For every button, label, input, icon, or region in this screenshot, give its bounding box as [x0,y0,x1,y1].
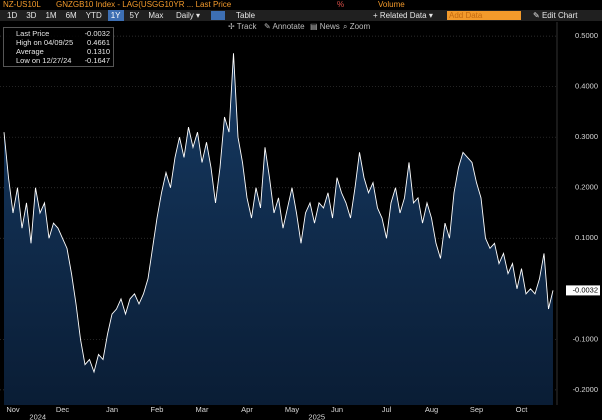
x-tick-label: Sep [470,405,483,414]
edit-chart[interactable]: ✎ Edit Chart [533,11,578,20]
news[interactable]: ▤ News [310,22,340,31]
stat-label: Average [16,47,44,56]
x-tick-label: Feb [151,405,164,414]
unit: % [337,0,345,9]
range-button[interactable]: 1M [45,11,57,20]
stat-row: Low on 12/27/24 -0.1647 [4,56,113,65]
stat-row: High on 04/09/25 0.4661 [4,38,113,47]
add-data-input[interactable]: Add Data [447,11,521,20]
range-button[interactable]: 1Y [107,10,124,21]
y-tick-label: 0.5000 [575,31,598,40]
related-data[interactable]: + Related Data ▾ [373,11,433,20]
frequency-label[interactable]: Daily [176,11,194,20]
range-button[interactable]: 6M [65,11,77,20]
y-tick-label: 0.1000 [575,233,598,242]
x-tick-label: Apr [241,405,253,414]
last-price-label: -0.0032 [573,285,598,294]
x-tick-label: Nov [6,405,20,414]
stat-value: -0.0032 [84,29,110,38]
price-line [3,53,554,374]
track[interactable]: ✢ Track [228,22,257,31]
area-fill [4,53,553,405]
range-button[interactable]: Max [148,11,164,20]
annotate[interactable]: ✎ Annotate [264,22,305,31]
y-tick-label: 0.3000 [575,132,598,141]
range-button[interactable]: YTD [85,11,102,20]
x-tick-label: Oct [516,405,529,414]
title-bar: NZ-US10L GNZGB10 Index - LAG(USGG10YR ..… [0,0,602,10]
stat-value: 0.4661 [87,38,110,47]
y-tick-label: -0.2000 [573,385,598,394]
tool-label[interactable]: Zoom [349,22,371,31]
stat-label: Low on 12/27/24 [16,56,72,65]
last-price-tag [566,285,600,296]
tool-label[interactable]: Track [236,22,257,31]
frequency[interactable]: Daily ▾ [176,11,201,20]
x-tick-label: Mar [196,405,209,414]
security[interactable]: NZ-US10L [3,0,41,9]
range-button[interactable]: 3D [26,11,37,20]
x-group-label: 2025 [308,412,325,420]
description[interactable]: GNZGB10 Index - LAG(USGG10YR ... Last Pr… [56,0,232,9]
x-tick-label: Jan [106,405,118,414]
y-tick-label: 0.4000 [575,82,598,91]
y-tick-label: 0.2000 [575,183,598,192]
stat-value: 0.1310 [87,47,110,56]
stat-value: -0.1647 [84,56,110,65]
stat-row: Last Price -0.0032 [4,29,113,38]
y-tick-label: -0.1000 [573,334,598,343]
x-tick-label: Jun [331,405,343,414]
stat-label: Last Price [16,29,50,38]
tool-label[interactable]: News [319,22,340,31]
x-tick-label: May [285,405,299,414]
edit-label[interactable]: Edit Chart [541,11,578,20]
tool-row: ✢ Track ✎ Annotate ▤ News ⌕ Zoom [0,21,602,32]
stat-label: High on 04/09/25 [16,38,74,47]
x-tick-label: Aug [425,405,438,414]
tool-label[interactable]: Annotate [272,22,305,31]
x-group-label: 2024 [29,412,46,420]
range-buttons: 1D 3D 1M 6M YTD 1Y 5Y Max [4,10,169,21]
volume[interactable]: Volume [378,0,405,9]
x-tick-label: Jul [382,405,392,414]
table-button[interactable]: Table [236,11,256,20]
toolbar: 1D 3D 1M 6M YTD 1Y 5Y Max Daily ▾ Table + Relat… [0,10,602,21]
related-label[interactable]: Related Data [379,11,427,20]
range-button[interactable]: 1D [7,11,18,20]
range-button[interactable]: 5Y [129,11,140,20]
stats-box: Last Price -0.0032 High on 04/09/25 0.4661 A… [3,27,114,67]
stat-row: Average 0.1310 [4,47,113,56]
x-tick-label: Dec [56,405,70,414]
chart-icon[interactable] [211,11,225,20]
zoom[interactable]: ⌕ Zoom [343,22,371,31]
